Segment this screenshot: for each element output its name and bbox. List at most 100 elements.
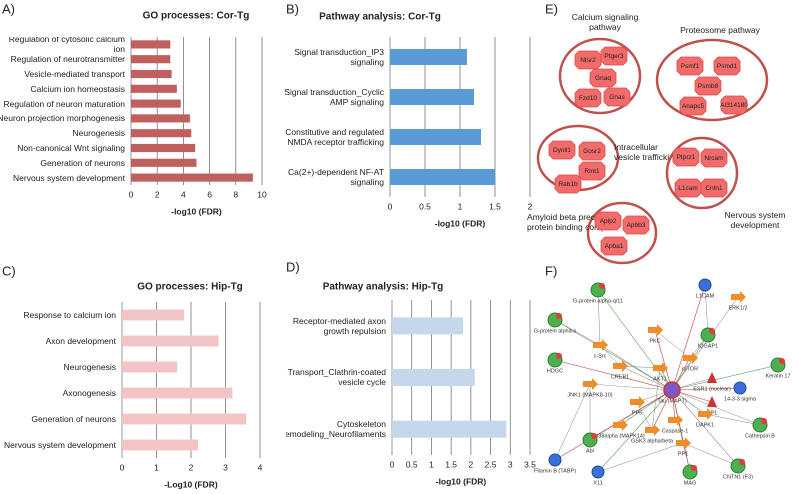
interaction-edge (554, 319, 673, 391)
category-label: Regulation of neuron maturation (3, 98, 125, 109)
gene-node (554, 174, 582, 194)
hub-icon (663, 381, 681, 399)
gene-node (622, 215, 650, 235)
panel-label: E) (545, 1, 558, 16)
x-tick-label: 4 (258, 462, 263, 472)
protein-icon (707, 396, 717, 407)
interaction-edge (597, 442, 684, 473)
protein-label: PKC (649, 338, 660, 344)
protein-label: L1CAM (696, 293, 715, 299)
cluster-label: Proteosome pathway (680, 25, 760, 35)
protein-label: c-Src (594, 353, 607, 359)
category-label: Regulation of neurotransmitter (10, 54, 125, 65)
x-tick-label: 2 (189, 462, 194, 472)
protein-label: Caspase-1 (662, 428, 689, 434)
x-tick-label: 1 (458, 201, 463, 211)
category-label: Signal transduction_Cyclic AMP signaling (284, 87, 384, 107)
category-label-box: Regulation of cytosolic calcium ion (9, 37, 125, 52)
category-label: Nervous system development (4, 440, 116, 450)
interaction-edge (671, 389, 691, 473)
panel-label: D) (286, 259, 300, 274)
bar (131, 55, 171, 64)
x-tick-label: 8 (233, 189, 238, 199)
bar (390, 89, 474, 105)
gene-node (679, 96, 707, 116)
category-label: Axon development (45, 336, 116, 346)
interaction-edge (597, 389, 673, 473)
bar (390, 49, 467, 65)
panel-label: F) (545, 263, 557, 278)
protein-label: Keratin 17 (765, 373, 790, 379)
bar (131, 69, 172, 79)
gene-node (676, 56, 704, 76)
category-label-box: Regulation of neurotransmitter (10, 54, 125, 65)
category-label: Transport_Clathrin-coated vesicle cycle (287, 367, 386, 388)
gene-node (603, 87, 631, 107)
gene-node (578, 161, 606, 181)
bar (131, 114, 190, 123)
x-tick-label: 2.5 (485, 459, 497, 469)
x-tick-label: 0 (390, 459, 395, 469)
panel-label: B) (286, 1, 299, 16)
protein-label: IQGAP1 (698, 343, 718, 349)
category-label-box: Cytoskeleton remodeling_Neurofilaments (286, 419, 386, 439)
category-label: Constitutive and regulated NMDA receptor… (285, 127, 384, 147)
panel-label: C) (2, 263, 16, 278)
interaction-edge (682, 442, 739, 467)
bar (131, 84, 177, 93)
x-axis-title: -log10 (FDR) (435, 218, 486, 228)
protein-icon (733, 381, 747, 395)
category-label-box: Neuron projection morphogenesis (0, 113, 125, 124)
panel-label: A) (2, 1, 15, 16)
gene-label: Aplp2 (600, 218, 617, 225)
chart-title: Pathway analysis: Cor-Tg (319, 12, 441, 23)
gene-label: Apbb3 (627, 222, 646, 229)
gene-node (700, 148, 728, 168)
category-label: Vesicle-mediated transport (24, 68, 125, 79)
interaction-edge (671, 364, 779, 391)
gene-label: Psmb8 (698, 83, 719, 90)
bar (122, 309, 185, 321)
bar (131, 173, 253, 182)
category-label-box: Ca(2+)-dependent NF-AT signaling (288, 167, 384, 187)
interaction-edge (619, 365, 673, 391)
category-label: Neuron projection morphogenesis (0, 113, 125, 124)
category-label-box: Constitutive and regulated NMDA receptor… (285, 127, 384, 147)
interaction-edge (654, 329, 673, 391)
protein-icon-dot (556, 313, 562, 319)
protein-label: 14-3-3 sigma (724, 396, 757, 402)
interaction-edge (671, 284, 706, 391)
kinase-icon (668, 414, 683, 426)
protein-label: CREB1 (611, 374, 629, 380)
protein-label: PP1 (678, 451, 688, 457)
cluster-outline (558, 37, 642, 115)
gene-node (674, 178, 702, 198)
category-label-box: Receptor-mediated axon growth repulsion (293, 316, 386, 336)
category-label-box: Non-canonical Wnt signaling (17, 143, 125, 153)
protein-icon-dot (591, 433, 597, 439)
category-label: Response to calcium ion (23, 310, 116, 320)
protein-label: HDGC (547, 368, 563, 374)
bar (392, 317, 463, 335)
category-label: Axonogenesis (62, 388, 116, 398)
gene-label: Rab1b (558, 181, 578, 188)
category-label-box: Calcium ion homeostasis (31, 84, 125, 94)
category-label-box: Generation of neurons (31, 414, 116, 424)
x-tick-label: 1 (429, 459, 434, 469)
gene-label: Gosr2 (583, 148, 601, 155)
interaction-edge (597, 289, 601, 346)
protein-icon-dot (556, 353, 562, 359)
kinase-icon (593, 339, 608, 351)
chart-title: GO processes: Hip-Tg (137, 282, 243, 293)
category-label-box: Signal transduction_IP3 signaling (294, 47, 384, 67)
gene-label: Rint1 (584, 168, 600, 175)
category-label-box: Regulation of neuron maturation (3, 98, 125, 109)
bar (122, 361, 178, 373)
kinase-icon (630, 396, 645, 408)
chart-title: GO processes: Cor-Tg (143, 11, 250, 22)
category-label-box: Signal transduction_Cyclic AMP signaling (284, 87, 384, 107)
gene-node (600, 46, 628, 66)
interaction-edge (554, 319, 601, 346)
category-label-box: Vesicle-mediated transport (24, 68, 125, 79)
protein-label: DAPK1 (696, 422, 714, 428)
